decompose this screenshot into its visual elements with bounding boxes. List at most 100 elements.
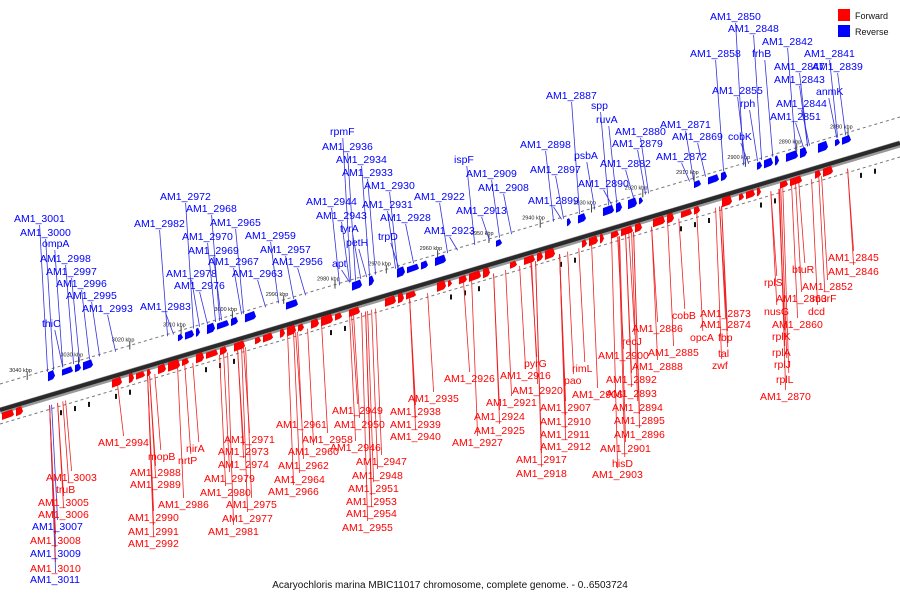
reverse-gene-label[interactable]: frhB xyxy=(752,48,771,60)
reverse-gene-feature[interactable] xyxy=(763,157,774,169)
reverse-gene-label[interactable]: AM1_3000 xyxy=(20,227,71,239)
forward-gene-label[interactable]: opcA xyxy=(690,332,714,344)
forward-gene-label[interactable]: AM1_2988 xyxy=(130,467,181,479)
forward-gene-label[interactable]: rplL xyxy=(776,374,794,386)
reverse-gene-label[interactable]: petH xyxy=(346,237,368,249)
forward-gene-label[interactable]: mopB xyxy=(148,451,175,463)
forward-gene-label[interactable]: AM1_2874 xyxy=(700,319,751,331)
forward-gene-label[interactable]: nusG xyxy=(764,306,789,318)
reverse-gene-feature[interactable] xyxy=(47,369,56,382)
forward-gene-label[interactable]: AM1_2892 xyxy=(606,374,657,386)
forward-gene-label[interactable]: AM1_2949 xyxy=(332,405,383,417)
forward-gene-feature[interactable] xyxy=(652,215,666,228)
forward-gene-label[interactable]: AM1_2955 xyxy=(342,522,393,534)
forward-gene-label[interactable]: AM1_2971 xyxy=(224,434,275,446)
forward-gene-label[interactable]: AM1_3005 xyxy=(38,497,89,509)
forward-gene-feature[interactable] xyxy=(814,169,822,180)
reverse-gene-label[interactable]: AM1_2855 xyxy=(712,85,763,97)
reverse-gene-feature[interactable] xyxy=(577,212,587,224)
reverse-gene-feature[interactable] xyxy=(638,196,644,205)
forward-gene-label[interactable]: AM1_2925 xyxy=(474,425,525,437)
forward-gene-label[interactable]: AM1_2991 xyxy=(128,526,179,538)
reverse-gene-label[interactable]: AM1_2931 xyxy=(362,199,413,211)
reverse-gene-label[interactable]: AM1_2993 xyxy=(82,303,133,315)
reverse-gene-label[interactable]: AM1_3011 xyxy=(30,574,80,586)
forward-gene-label[interactable]: AM1_2962 xyxy=(278,460,329,472)
reverse-gene-label[interactable]: AM1_2969 xyxy=(188,245,239,257)
forward-gene-feature[interactable] xyxy=(779,179,789,189)
reverse-gene-feature[interactable] xyxy=(707,173,720,185)
forward-gene-label[interactable]: nirA xyxy=(186,443,205,455)
reverse-gene-label[interactable]: ispF xyxy=(454,154,474,166)
forward-gene-label[interactable]: rplS xyxy=(764,277,783,289)
forward-gene-label[interactable]: cobB xyxy=(672,310,696,322)
reverse-gene-feature[interactable] xyxy=(420,260,429,270)
reverse-gene-label[interactable]: AM1_2847 xyxy=(774,61,825,73)
forward-gene-label[interactable]: AM1_2920 xyxy=(512,385,563,397)
reverse-gene-label[interactable]: AM1_2959 xyxy=(245,230,296,242)
forward-gene-label[interactable]: AM1_2940 xyxy=(390,431,441,443)
forward-gene-feature[interactable] xyxy=(348,306,361,318)
reverse-gene-feature[interactable] xyxy=(602,204,615,217)
reverse-gene-label[interactable]: AM1_2882 xyxy=(600,158,651,170)
reverse-gene-label[interactable]: AM1_2965 xyxy=(210,217,261,229)
reverse-gene-label[interactable]: AM1_3001 xyxy=(14,213,65,225)
reverse-gene-label[interactable]: AM1_2928 xyxy=(380,212,431,224)
forward-gene-feature[interactable] xyxy=(544,247,556,261)
forward-gene-feature[interactable] xyxy=(1,409,15,421)
reverse-gene-feature[interactable] xyxy=(82,359,94,371)
forward-gene-label[interactable]: AM1_2981 xyxy=(208,526,259,538)
forward-gene-feature[interactable] xyxy=(610,230,620,240)
forward-gene-label[interactable]: AM1_3008 xyxy=(30,535,81,547)
reverse-gene-label[interactable]: AM1_2899 xyxy=(528,195,579,207)
forward-gene-label[interactable]: AM1_2918 xyxy=(516,468,567,480)
reverse-gene-feature[interactable] xyxy=(834,138,841,147)
reverse-gene-label[interactable]: AM1_2879 xyxy=(612,138,663,150)
reverse-gene-label[interactable]: AM1_2978 xyxy=(166,268,217,280)
forward-gene-label[interactable]: recJ xyxy=(622,336,642,348)
reverse-gene-label[interactable]: AM1_2908 xyxy=(478,182,529,194)
forward-gene-label[interactable]: AM1_2888 xyxy=(632,361,683,373)
forward-gene-label[interactable]: AM1_2907 xyxy=(540,402,591,414)
forward-gene-label[interactable]: AM1_2917 xyxy=(516,454,567,466)
forward-gene-label[interactable]: dcd xyxy=(808,306,825,318)
forward-gene-feature[interactable] xyxy=(310,318,320,330)
forward-gene-feature[interactable] xyxy=(157,363,167,375)
reverse-gene-feature[interactable] xyxy=(285,298,299,310)
reverse-gene-label[interactable]: AM1_2839 xyxy=(812,61,863,73)
forward-gene-feature[interactable] xyxy=(205,349,219,360)
forward-gene-label[interactable]: AM1_2852 xyxy=(802,281,853,293)
reverse-gene-label[interactable]: AM1_2943 xyxy=(316,210,367,222)
forward-gene-label[interactable]: AM1_2846 xyxy=(828,266,879,278)
forward-gene-label[interactable]: AM1_2895 xyxy=(614,415,665,427)
forward-gene-label[interactable]: AM1_2903 xyxy=(592,469,643,481)
forward-gene-label[interactable]: AM1_2975 xyxy=(226,499,277,511)
forward-gene-label[interactable]: AM1_2935 xyxy=(408,393,459,405)
forward-gene-label[interactable]: AM1_2873 xyxy=(700,308,751,320)
reverse-gene-label[interactable]: psbA xyxy=(574,150,598,162)
forward-gene-feature[interactable] xyxy=(181,357,190,367)
reverse-gene-label[interactable]: AM1_2957 xyxy=(260,244,311,256)
forward-gene-feature[interactable] xyxy=(482,266,491,279)
forward-gene-label[interactable]: AM1_2990 xyxy=(128,512,179,524)
forward-gene-label[interactable]: rplA xyxy=(772,347,791,359)
reverse-gene-feature[interactable] xyxy=(230,316,239,327)
reverse-gene-feature[interactable] xyxy=(406,263,420,274)
forward-gene-label[interactable]: nrtP xyxy=(178,455,197,467)
forward-gene-feature[interactable] xyxy=(509,260,518,269)
reverse-gene-label[interactable]: AM1_2930 xyxy=(364,180,415,192)
reverse-gene-feature[interactable] xyxy=(368,275,375,287)
forward-gene-label[interactable]: AM1_2845 xyxy=(828,252,879,264)
reverse-gene-label[interactable]: AM1_2851 xyxy=(770,111,821,123)
forward-gene-label[interactable]: AM1_2886 xyxy=(632,323,683,335)
forward-gene-label[interactable]: AM1_2906 xyxy=(572,389,623,401)
reverse-gene-label[interactable]: AM1_2983 xyxy=(140,301,191,313)
forward-gene-label[interactable]: AM1_2896 xyxy=(614,429,665,441)
reverse-gene-label[interactable]: AM1_2933 xyxy=(342,167,393,179)
reverse-gene-label[interactable]: AM1_2922 xyxy=(414,191,465,203)
reverse-gene-feature[interactable] xyxy=(774,155,780,166)
reverse-gene-label[interactable]: cobK xyxy=(728,131,752,143)
forward-gene-feature[interactable] xyxy=(588,235,599,247)
forward-gene-feature[interactable] xyxy=(721,195,733,208)
reverse-gene-label[interactable]: AM1_2850 xyxy=(710,11,761,23)
